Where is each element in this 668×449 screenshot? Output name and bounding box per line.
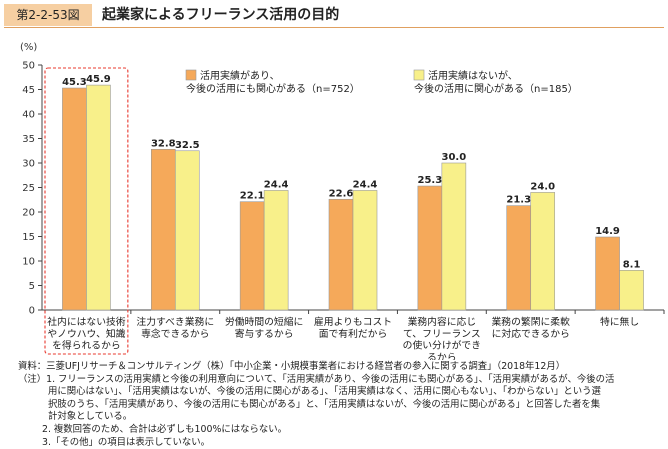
figure-title: 起業家によるフリーランス活用の目的 [102,7,340,23]
bar [441,162,467,311]
title-divider [4,27,664,28]
y-tick-label: 35 [22,134,35,145]
bar [62,87,87,311]
bar [595,236,620,311]
category-label: やノウハウ、知識 [47,327,125,340]
data-label: 24.4 [353,179,378,190]
category-label: て、フリーランス [403,328,481,340]
data-label: 22.1 [240,191,265,202]
note-2: 2. 複数回答のため、合計は必ずしも100%にはならない。 [42,423,287,435]
y-tick-label: 45 [22,85,35,96]
category-label: 業務の繁閑に柔軟 [492,315,571,328]
data-label: 8.1 [623,259,641,270]
note-1-line-2: 用に関心はない」、「活用実績はないが、今後の活用に関心がある」、「活用実績はなく… [48,386,601,398]
category-label: 専念できるから [141,327,209,340]
bar [263,190,289,311]
bar [150,148,176,311]
category-label: を得られるから [52,340,121,352]
bar [352,190,378,311]
bar [506,205,532,311]
figure-label: 第2-2-53図 [4,4,92,26]
data-label: 24.0 [530,181,555,192]
bar [619,270,644,311]
legend-label: 今後の活用にも関心がある（n=752） [186,82,360,95]
category-label: 雇用よりもコスト [314,315,392,328]
data-label: 45.9 [86,74,111,85]
data-label: 24.4 [264,179,289,190]
y-axis-unit: (%) [20,42,37,53]
data-label: 14.9 [595,226,620,237]
bar [239,201,265,311]
category-label: 社内にはない技術 [47,315,126,328]
category-label: るから [427,351,456,360]
y-tick-label: 25 [22,183,35,194]
source-note: 資料：三菱UFJリサーチ＆コンサルティング（株）「中小企業・小規模事業者における… [18,361,566,372]
category-label: 特に無し [600,315,639,328]
chart-notes: 資料：三菱UFJリサーチ＆コンサルティング（株）「中小企業・小規模事業者における… [18,361,664,449]
note-1-line-3: 択肢のうち、「活用実績があり、今後の活用にも関心がある」と、「活用実績はないが、… [48,398,601,410]
bar-chart: (%) 0 5 10 15 20 25 30 35 40 45 50 45.3 45.9 社内にはない技術や… [20,42,665,360]
note-1-line-1: （注）1. フリーランスの活用実績と今後の利用意向について、「活用実績があり、今… [18,373,615,385]
data-label: 32.5 [175,140,200,151]
data-label: 32.8 [151,138,176,149]
category-label: 業務内容に応じ [408,315,477,328]
legend-label: 今後の活用に関心がある（n=185） [414,82,578,95]
category-label: に対応できるから [492,327,570,340]
note-1-line-4: 計対象としている。 [48,411,133,423]
y-tick-label: 10 [22,257,35,268]
bar [328,198,354,311]
legend-label: 活用実績はないが、 [428,69,518,82]
y-tick-label: 0 [29,306,35,317]
data-label: 25.3 [418,175,443,186]
legend-swatch [185,69,197,81]
bar [530,192,556,311]
note-3: 3.「その他」の項目は表示していない。 [42,436,211,448]
bar [417,185,443,311]
data-label: 22.6 [329,188,354,199]
category-label: 寄与するから [235,327,294,340]
y-tick-label: 40 [22,110,35,121]
bar [86,84,111,311]
y-tick-label: 30 [22,159,35,170]
category-label: 労働時間の短縮に [225,315,303,328]
y-tick-label: 50 [22,61,35,72]
legend-label: 活用実績があり、 [200,69,280,82]
legend-swatch [413,69,425,81]
y-tick-label: 5 [29,281,35,292]
category-label: 注力すべき業務に [136,315,214,328]
data-label: 30.0 [442,152,467,163]
data-label: 45.3 [62,77,87,88]
y-tick-label: 15 [22,232,35,243]
category-label: の使い分けができ [403,339,481,352]
highlight-box [44,67,129,355]
bar [174,150,200,311]
data-label: 21.3 [506,195,531,206]
y-tick-label: 20 [22,208,35,219]
category-label: 面で有利だから [319,327,388,340]
